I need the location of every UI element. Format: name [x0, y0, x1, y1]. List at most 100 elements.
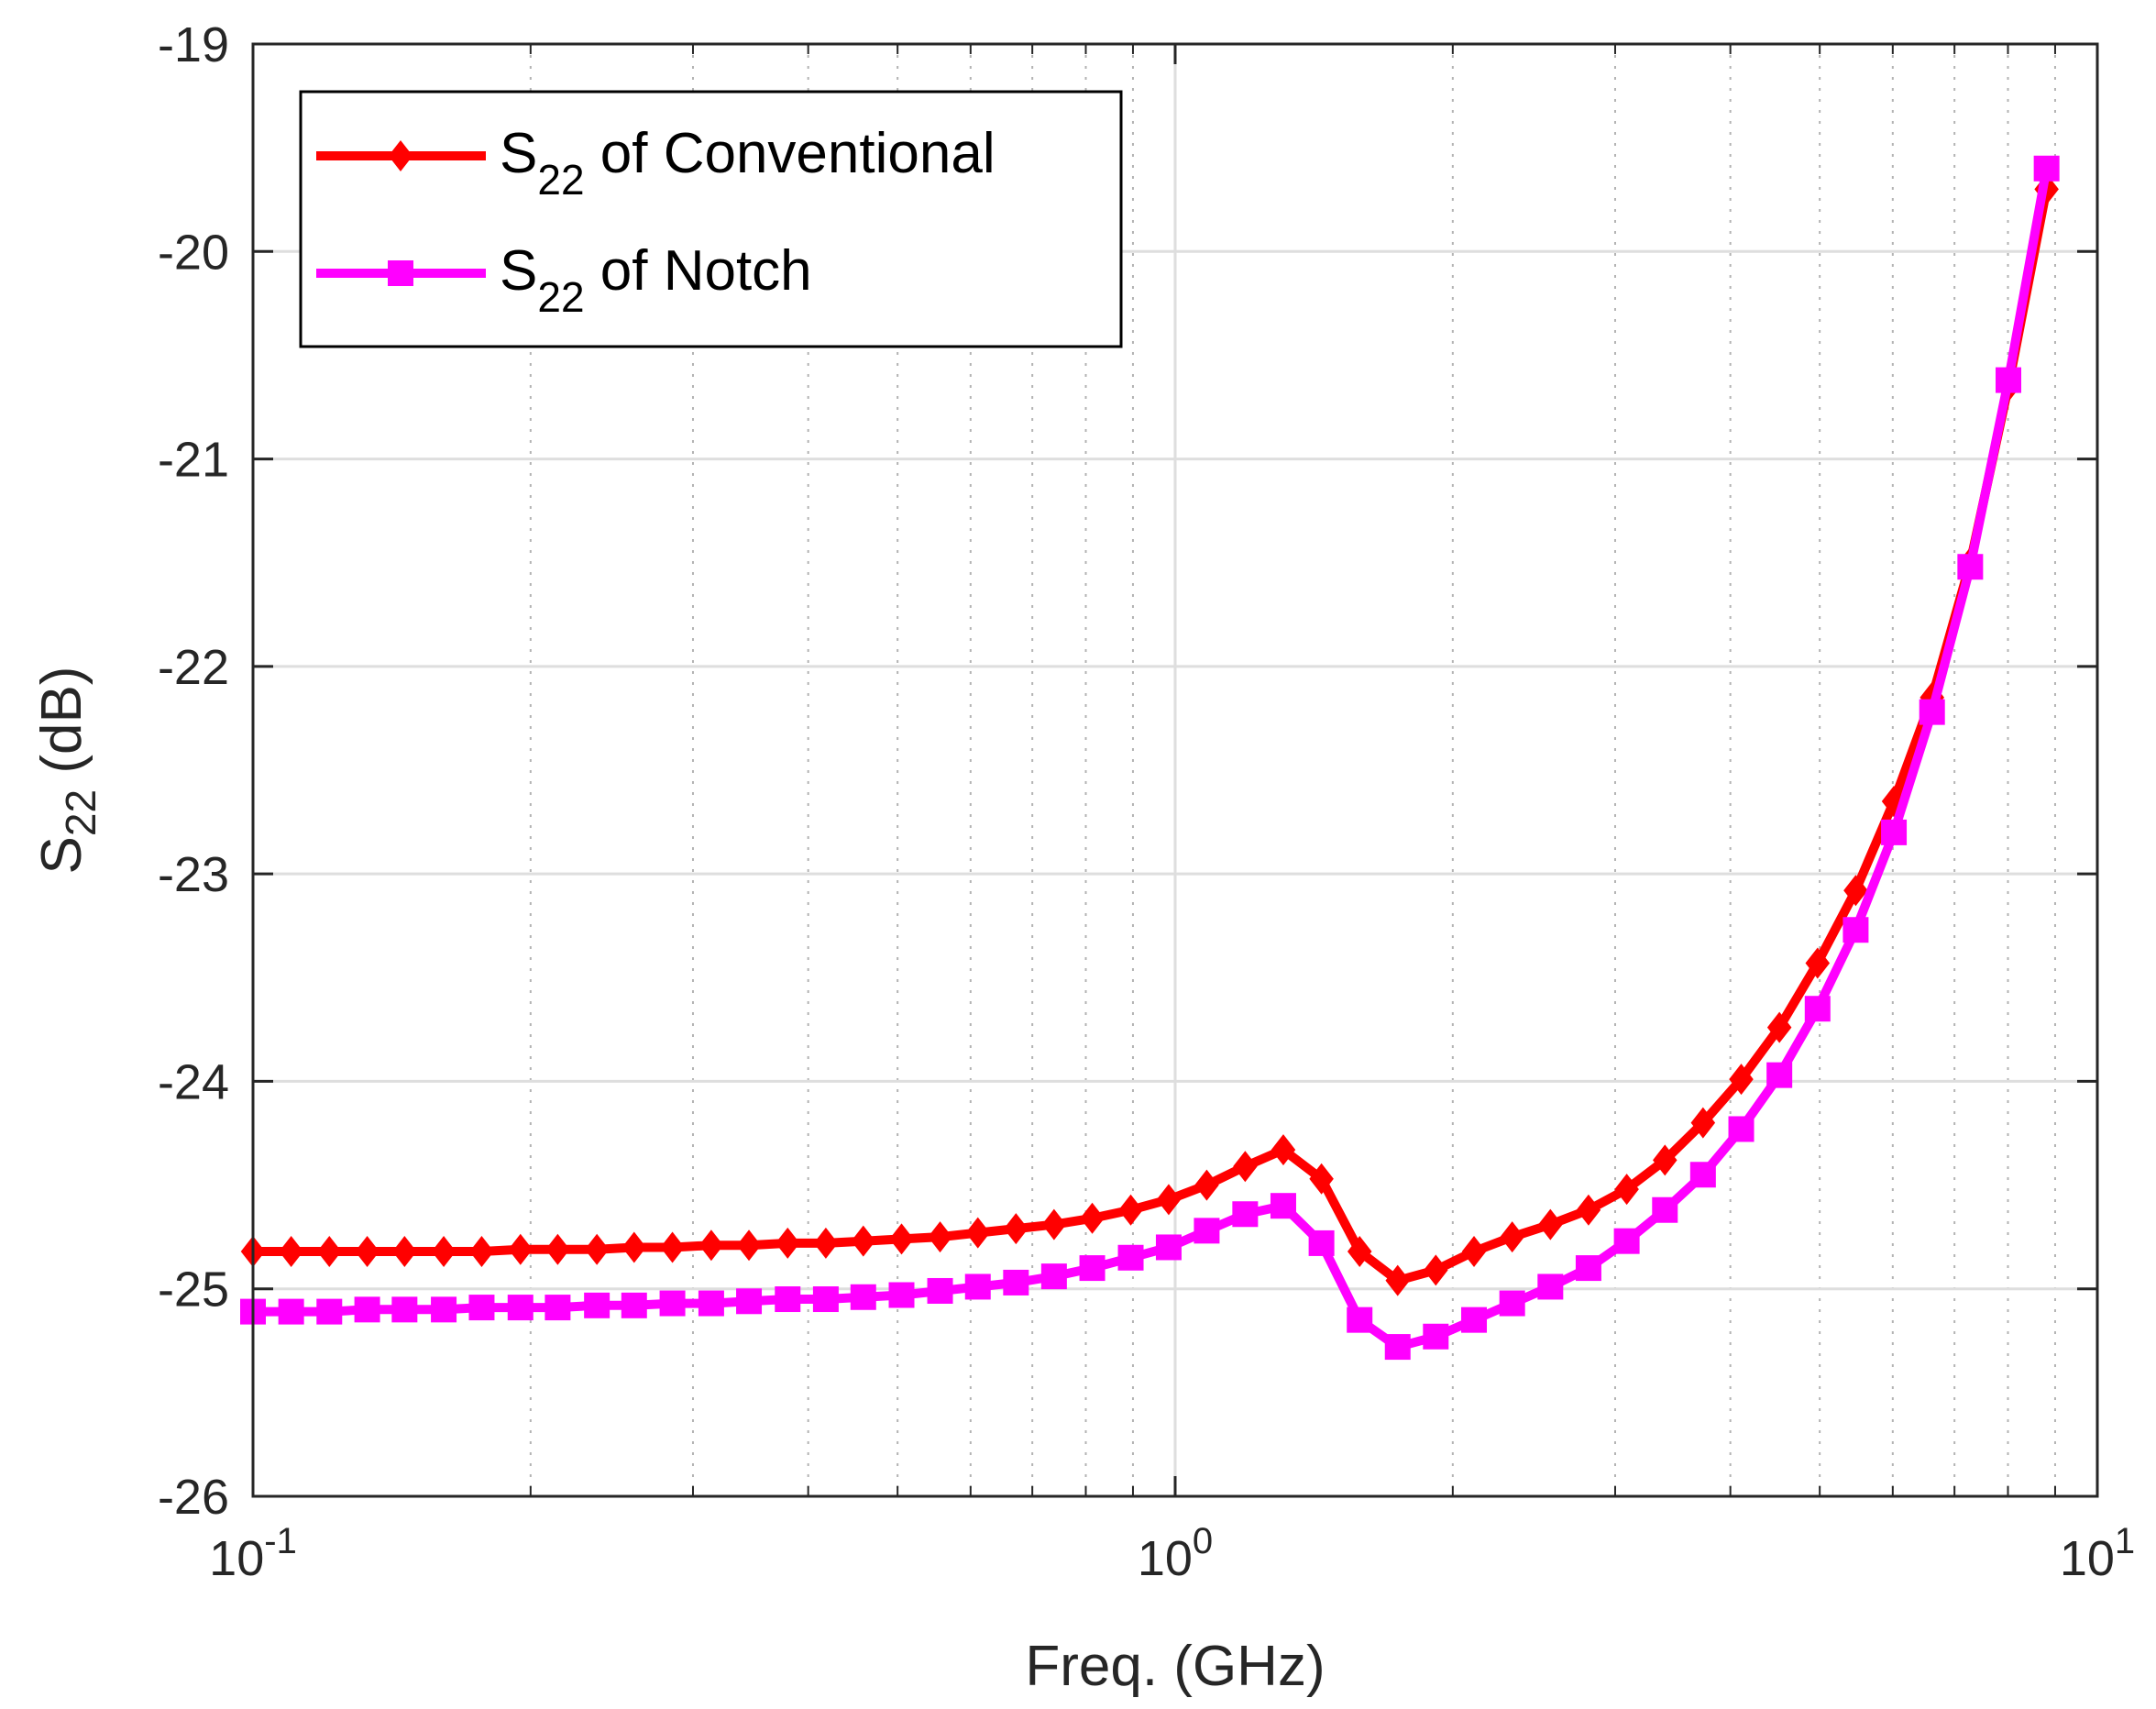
y-tick-label: -26 [158, 1470, 229, 1525]
data-point-conventional [392, 1235, 417, 1267]
x-tick-label-exponent: 0 [1193, 1521, 1213, 1561]
data-point-conventional [317, 1235, 342, 1267]
y-axis-title-rest: (dB) [30, 667, 94, 789]
legend-sample-conventional [316, 140, 486, 171]
data-point-conventional [1424, 1254, 1448, 1286]
data-point-notch [1919, 699, 1945, 725]
data-point-conventional [1156, 1184, 1182, 1216]
data-point-notch [544, 1295, 571, 1321]
data-point-notch [468, 1295, 495, 1321]
data-point-notch [1232, 1201, 1259, 1228]
data-point-notch [1040, 1263, 1067, 1290]
data-point-notch [659, 1290, 686, 1317]
data-point-notch [1194, 1218, 1220, 1244]
legend-box [299, 90, 1123, 348]
data-point-notch [1155, 1234, 1182, 1261]
data-point-notch [850, 1284, 876, 1310]
data-point-conventional [1729, 1064, 1754, 1096]
data-point-conventional [1843, 875, 1868, 907]
data-point-conventional [1500, 1221, 1524, 1253]
legend-label-notch: S22 of Notch [500, 239, 812, 321]
data-point-notch [1347, 1307, 1373, 1333]
data-point-notch [1270, 1193, 1296, 1219]
data-point-notch [1804, 996, 1831, 1022]
data-point-conventional [928, 1221, 952, 1253]
legend-label-notch-sub: 22 [537, 273, 584, 321]
data-point-notch [1652, 1196, 1678, 1223]
y-tick-label: -24 [158, 1054, 229, 1109]
data-point-conventional [469, 1235, 494, 1267]
data-point-conventional [1270, 1134, 1296, 1166]
data-point-conventional [1309, 1163, 1334, 1195]
data-point-notch [1079, 1255, 1106, 1282]
data-point-conventional [1233, 1151, 1258, 1183]
data-point-notch [1423, 1323, 1449, 1350]
data-point-notch [1461, 1307, 1488, 1333]
y-tick-label: -19 [158, 17, 229, 72]
data-point-conventional [622, 1231, 647, 1263]
data-point-notch [1766, 1062, 1793, 1088]
data-point-conventional [1805, 947, 1831, 979]
data-point-notch [1689, 1162, 1716, 1188]
data-point-conventional [1881, 785, 1907, 817]
data-point-conventional [1538, 1208, 1563, 1240]
legend-marker-conventional [388, 140, 413, 171]
data-point-conventional [508, 1233, 534, 1265]
legend-label-conventional-base: S [500, 122, 537, 185]
x-axis-title: Freq. (GHz) [1025, 1635, 1325, 1698]
x-tick-label-exponent: 1 [2115, 1521, 2135, 1561]
x-tick-label: 101 [2060, 1521, 2135, 1586]
data-point-conventional [279, 1235, 303, 1267]
y-tick-label: -21 [158, 433, 229, 488]
data-point-conventional [1690, 1107, 1716, 1139]
data-point-conventional [889, 1223, 914, 1255]
x-tick-label-exponent: -1 [264, 1521, 297, 1561]
data-point-notch [278, 1298, 304, 1325]
data-point-conventional [431, 1235, 456, 1267]
data-point-notch [621, 1292, 647, 1318]
legend-label-conventional: S22 of Conventional [500, 122, 996, 204]
x-tick-label-base: 10 [209, 1531, 264, 1586]
x-tick-label-base: 10 [1138, 1531, 1193, 1586]
x-tick-label: 10-1 [209, 1521, 297, 1586]
x-tick-label: 100 [1138, 1521, 1213, 1586]
data-point-notch [507, 1295, 534, 1321]
data-point-notch [584, 1292, 610, 1318]
x-tick-label-base: 10 [2060, 1531, 2115, 1586]
legend-label-conventional-sub: 22 [537, 156, 584, 204]
y-axis-title-sub: 22 [57, 789, 104, 836]
data-point-conventional [965, 1217, 991, 1249]
data-point-notch [2033, 155, 2060, 182]
data-point-conventional [1194, 1169, 1219, 1201]
y-tick-labels: -19 -20 -21 -22 -23 -24 -25 -26 [158, 17, 229, 1525]
data-point-notch [812, 1286, 839, 1313]
data-point-conventional [1576, 1194, 1601, 1226]
axis-ticks [251, 42, 2099, 1498]
y-tick-label: -20 [158, 225, 229, 280]
data-point-conventional [813, 1227, 839, 1259]
data-point-notch [1728, 1116, 1754, 1142]
y-axis-title-base: S [30, 836, 94, 874]
data-point-conventional [1385, 1264, 1411, 1296]
data-point-notch [1003, 1269, 1029, 1296]
data-point-notch [1613, 1228, 1640, 1254]
data-point-notch [431, 1296, 457, 1323]
series-layer [240, 155, 2060, 1361]
legend-label-conventional-rest: of Conventional [585, 122, 996, 185]
data-point-conventional [1080, 1202, 1105, 1234]
y-tick-label: -25 [158, 1262, 229, 1318]
data-point-conventional [1347, 1235, 1372, 1267]
data-point-conventional [584, 1233, 610, 1265]
y-axis-title: S22 (dB) [30, 667, 104, 875]
data-point-notch [1881, 819, 1908, 845]
y-tick-label: -22 [158, 640, 229, 695]
legend-label-notch-rest: of Notch [585, 239, 812, 303]
data-point-notch [354, 1296, 380, 1323]
data-point-notch [1384, 1334, 1411, 1361]
data-point-notch [316, 1298, 343, 1325]
data-point-conventional [1004, 1213, 1028, 1245]
data-point-conventional [1041, 1208, 1067, 1240]
data-point-conventional [355, 1235, 380, 1267]
data-point-notch [736, 1288, 763, 1315]
